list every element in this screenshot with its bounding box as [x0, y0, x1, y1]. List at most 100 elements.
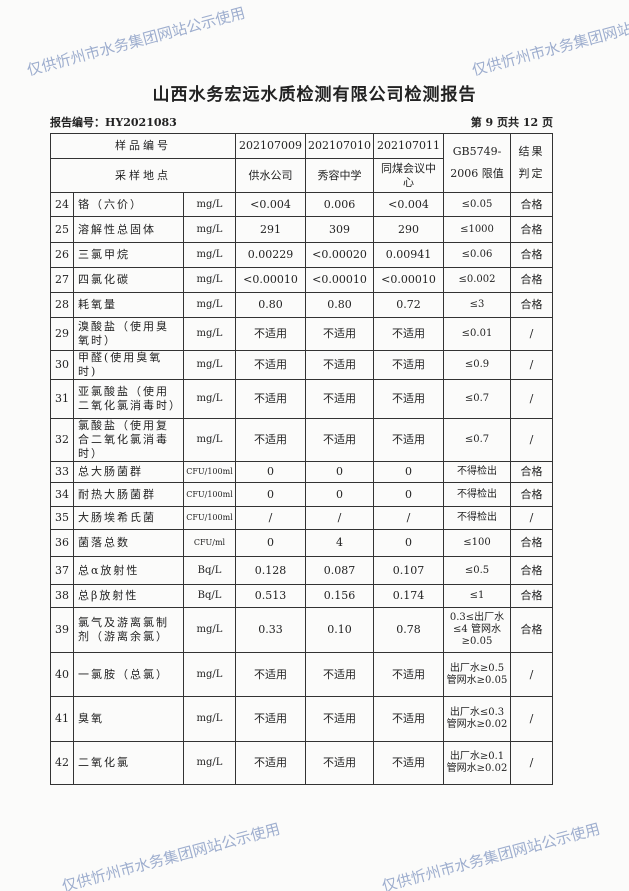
sample-no: 202107009: [235, 133, 306, 159]
result-judgement: 合格: [510, 607, 553, 653]
value: 290: [373, 216, 444, 243]
table-row: 25 溶解性总固体 mg/L 291 309 290 ≤1000 合格: [50, 216, 553, 243]
item-name: 总β放射性: [73, 584, 184, 608]
limit-value: 出厂水≤0.3 管网水≥0.02: [443, 696, 511, 742]
value: 0: [235, 529, 306, 557]
table-row: 36 菌落总数 CFU/ml 0 4 0 ≤100 合格: [50, 529, 553, 557]
unit: Bq/L: [183, 556, 236, 585]
unit: mg/L: [183, 696, 236, 742]
table-row: 41 臭氧 mg/L 不适用 不适用 不适用 出厂水≤0.3 管网水≥0.02/: [50, 696, 553, 742]
item-name: 亚氯酸盐（使用二氧化氯消毒时）: [73, 379, 184, 419]
table-row: 37 总α放射性 Bq/L 0.128 0.087 0.107 ≤0.5 合格: [50, 556, 553, 585]
item-name: 总大肠菌群: [73, 461, 184, 483]
report-number: 报告编号：HY2021083: [50, 116, 177, 129]
unit: mg/L: [183, 317, 236, 351]
value: 0.513: [235, 584, 306, 608]
table-row: 27 四氯化碳 mg/L <0.00010 <0.00010 <0.00010 ≤0.002…: [50, 267, 553, 293]
value: 0.72: [373, 292, 444, 318]
value: 不适用: [235, 350, 306, 380]
limit-value: 出厂水≥0.5 管网水≥0.05: [443, 652, 511, 697]
result-judgement: 合格: [510, 461, 553, 483]
value: 0.107: [373, 556, 444, 585]
watermark: 仅供忻州市水务集团网站公示使用: [380, 819, 603, 891]
result-judgement: 合格: [510, 242, 553, 268]
limit-value: ≤1000: [443, 216, 511, 243]
value: 不适用: [373, 696, 444, 742]
limit-value: ≤0.7: [443, 379, 511, 419]
result-judgement: /: [510, 652, 553, 697]
watermark: 仅供忻州市水务集团网站公示使用: [470, 3, 629, 80]
limit-value: ≤0.7: [443, 418, 511, 462]
value: 0.156: [305, 584, 374, 608]
table-row: 24 铬（六价） mg/L <0.004 0.006 <0.004 ≤0.05 合格: [50, 192, 553, 217]
value: 0.33: [235, 607, 306, 653]
value: /: [235, 506, 306, 530]
item-name: 氯气及游离氯制剂（游离余氯）: [73, 607, 184, 653]
table-row: 33 总大肠菌群 CFU/100ml 0 0 0 不得检出 合格: [50, 461, 553, 483]
result-judgement: /: [510, 741, 553, 785]
row-number: 37: [50, 556, 74, 585]
value: 0.00229: [235, 242, 306, 268]
result-judgement: 合格: [510, 267, 553, 293]
value: 不适用: [305, 317, 374, 351]
limit-value: ≤0.06: [443, 242, 511, 268]
limit-value: 不得检出: [443, 461, 511, 483]
value: <0.004: [373, 192, 444, 217]
sample-no-label: 样品编号: [50, 133, 236, 159]
item-name: 铬（六价）: [73, 192, 184, 217]
row-number: 29: [50, 317, 74, 351]
value: <0.004: [235, 192, 306, 217]
value: 291: [235, 216, 306, 243]
value: 0: [235, 482, 306, 507]
result-judgement: 合格: [510, 556, 553, 585]
unit: CFU/100ml: [183, 461, 236, 483]
row-number: 30: [50, 350, 74, 380]
value: 0.00941: [373, 242, 444, 268]
value: 0: [305, 461, 374, 483]
value: 不适用: [373, 317, 444, 351]
value: 不适用: [305, 379, 374, 419]
value: 不适用: [235, 317, 306, 351]
value: 309: [305, 216, 374, 243]
value: 不适用: [235, 652, 306, 697]
unit: mg/L: [183, 350, 236, 380]
row-number: 32: [50, 418, 74, 462]
row-number: 36: [50, 529, 74, 557]
result-judgement: 合格: [510, 192, 553, 217]
result-header: 结果判定: [510, 133, 553, 193]
row-number: 25: [50, 216, 74, 243]
item-name: 氯酸盐（使用复合二氧化氯消毒时）: [73, 418, 184, 462]
value: 0: [373, 482, 444, 507]
value: 0.10: [305, 607, 374, 653]
row-number: 33: [50, 461, 74, 483]
limit-value: ≤100: [443, 529, 511, 557]
item-name: 耗氧量: [73, 292, 184, 318]
unit: mg/L: [183, 607, 236, 653]
value: 0.78: [373, 607, 444, 653]
item-name: 臭氧: [73, 696, 184, 742]
site: 秀容中学: [305, 158, 374, 193]
value: 不适用: [235, 418, 306, 462]
value: 0.80: [235, 292, 306, 318]
value: 不适用: [235, 379, 306, 419]
page-info: 第 9 页共 12 页: [470, 116, 553, 129]
table-row: 28 耗氧量 mg/L 0.80 0.80 0.72 ≤3 合格: [50, 292, 553, 318]
value: <0.00010: [373, 267, 444, 293]
row-number: 42: [50, 741, 74, 785]
row-number: 34: [50, 482, 74, 507]
table-row: 35 大肠埃希氏菌 CFU/100ml / / / 不得检出 /: [50, 506, 553, 530]
item-name: 总α放射性: [73, 556, 184, 585]
row-number: 38: [50, 584, 74, 608]
table-row: 30 甲醛(使用臭氧时) mg/L 不适用 不适用 不适用 ≤0.9/: [50, 350, 553, 380]
unit: CFU/100ml: [183, 506, 236, 530]
value: 不适用: [305, 652, 374, 697]
sample-no: 202107011: [373, 133, 444, 159]
value: 0.087: [305, 556, 374, 585]
result-judgement: 合格: [510, 584, 553, 608]
limit-value: ≤0.002: [443, 267, 511, 293]
table-row: 29 溴酸盐（使用臭氧时） mg/L 不适用 不适用 不适用 ≤0.01/: [50, 317, 553, 351]
value: 不适用: [305, 418, 374, 462]
row-number: 26: [50, 242, 74, 268]
value: 不适用: [373, 379, 444, 419]
